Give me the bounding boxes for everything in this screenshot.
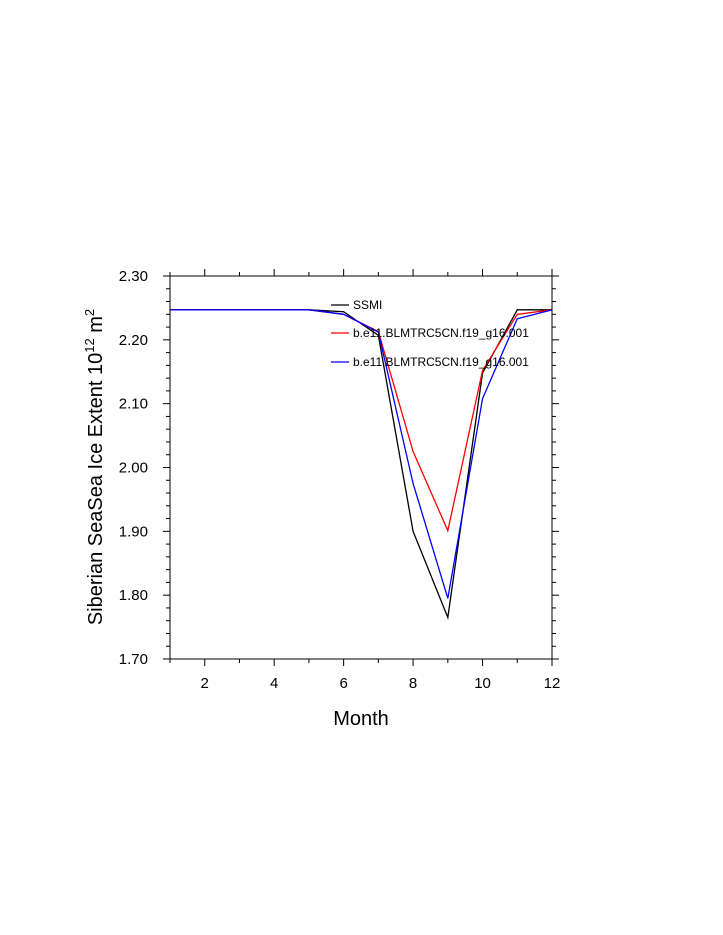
x-tick-label: 8 [409,675,417,692]
y-tick-label: 2.20 [119,332,148,349]
y-axis-title-unit-exponent: 2 [82,309,97,316]
y-axis-title-unit: m [85,316,107,338]
legend-label-1: SSMI [353,298,382,312]
legend-label-3: b.e11.BLMTRC5CN.f19_g16.001 [353,355,529,369]
x-tick-label: 12 [544,675,561,692]
plot-frame [169,275,553,660]
x-axis-title: Month [333,708,389,730]
legend: SSMI b.e11.BLMTRC5CN.f19_g16.001 b.e11.BLM… [331,298,529,369]
x-tick-label: 4 [270,675,278,692]
series-line-2 [170,309,553,533]
y-tick-label: 1.90 [119,523,148,540]
y-tick-label: 2.00 [119,460,148,477]
series-lines [170,309,553,621]
y-axis-title-exponent: 12 [82,338,97,352]
y-tick-label: 2.30 [119,268,148,285]
x-tick-label: 2 [201,675,209,692]
x-tick-label: 10 [474,675,491,692]
y-tick-label: 1.80 [119,587,148,604]
x-tick-label: 6 [339,675,347,692]
y-tick-label: 2.10 [119,396,148,413]
x-tick-labels: 2 4 6 8 10 12 [201,675,561,692]
tick-marks [163,269,559,666]
series-line-3 [170,309,553,599]
y-tick-labels: 1.70 1.80 1.90 2.00 2.10 2.20 2.30 [119,268,148,668]
legend-label-2: b.e11.BLMTRC5CN.f19_g16.001 [353,326,529,340]
y-axis-title: Siberian SeaSea Ice Extent 1012 m2 [82,309,107,625]
y-axis-title-main: Siberian SeaSea Ice Extent 10 [85,353,107,625]
y-tick-label: 1.70 [119,651,148,668]
